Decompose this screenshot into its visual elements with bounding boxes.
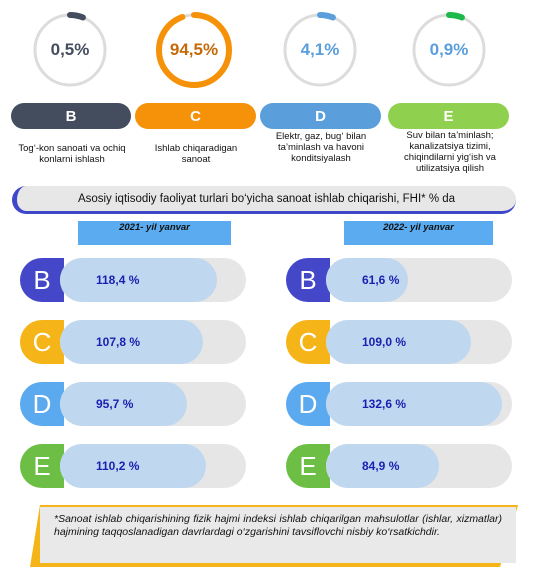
bar-category-label: B	[286, 258, 330, 302]
ring-c: 94,5%	[155, 11, 233, 89]
bar-track: 95,7 %	[60, 382, 246, 426]
bar-data-label: 107,8 %	[96, 335, 141, 349]
bar-row-e: E 110,2 %	[20, 444, 250, 488]
bar-row-e: E 84,9 %	[286, 444, 516, 488]
year-header-2022: 2022- yil yanvar	[344, 221, 493, 245]
bar-track: 132,6 %	[326, 382, 512, 426]
desc-b: Tog‘-kon sanoati va ochiq konlarni ishla…	[18, 143, 126, 165]
ring-e-value: 0,9%	[429, 40, 469, 59]
bar	[60, 258, 217, 302]
bar-category-label: D	[20, 382, 64, 426]
bar-category-label: E	[286, 444, 330, 488]
ring-e-gauge	[411, 12, 487, 88]
bar-data-label: 132,6 %	[362, 397, 407, 411]
bar-data-label: 61,6 %	[362, 273, 400, 287]
bar-data-label: 118,4 %	[96, 273, 140, 287]
bar-category-label: B	[20, 258, 64, 302]
ring-arc	[282, 12, 358, 88]
ring-e: 0,9%	[410, 11, 488, 89]
ring-arc	[156, 12, 232, 88]
pill-b: B	[11, 103, 131, 129]
section-banner: Asosiy iqtisodiy faoliyat turlari bo‘yic…	[12, 186, 516, 214]
ring-arc	[411, 12, 487, 88]
bar	[60, 444, 206, 488]
chart-2022: B 61,6 % C 109,0 % D 132,6 % E 84,9 %	[286, 258, 518, 498]
pill-e: E	[388, 103, 509, 129]
footnote: *Sanoat ishlab chiqarishining fizik hajm…	[40, 507, 516, 563]
bar-row-c: C 109,0 %	[286, 320, 516, 364]
desc-e: Suv bilan ta’minlash; kanalizatsiya tizi…	[404, 130, 496, 174]
bar-track: 110,2 %	[60, 444, 246, 488]
year-header-2021: 2021- yil yanvar	[78, 221, 231, 245]
bar	[326, 382, 502, 426]
bar-category-label: C	[20, 320, 64, 364]
ring-b: 0,5%	[31, 11, 109, 89]
ring-c-gauge	[156, 12, 232, 88]
ring-d-gauge	[282, 12, 358, 88]
ring-b-value: 0,5%	[50, 40, 90, 59]
ring-c-value: 94,5%	[169, 40, 219, 59]
ring-d-value: 4,1%	[300, 40, 340, 59]
bar-data-label: 84,9 %	[362, 459, 400, 473]
bar-row-d: D 95,7 %	[20, 382, 250, 426]
bar	[60, 382, 187, 426]
bar	[60, 320, 203, 364]
desc-d: Elektr, gaz, bug‘ bilan ta’minlash va ha…	[275, 131, 367, 164]
bar-data-label: 109,0 %	[362, 335, 407, 349]
desc-c: Ishlab chiqaradigan sanoat	[154, 143, 238, 165]
bar-category-label: E	[20, 444, 64, 488]
ring-d: 4,1%	[281, 11, 359, 89]
bar-track: 118,4 %	[60, 258, 246, 302]
bar-row-c: C 107,8 %	[20, 320, 250, 364]
pill-d: D	[260, 103, 381, 129]
chart-2021: B 118,4 % C 107,8 % D 95,7 % E 110,2 %	[20, 258, 248, 498]
bar-row-b: B 118,4 %	[20, 258, 250, 302]
bar	[326, 258, 408, 302]
bar-track: 61,6 %	[326, 258, 512, 302]
ring-b-gauge	[32, 12, 108, 88]
bar-category-label: C	[286, 320, 330, 364]
bar-data-label: 95,7 %	[96, 397, 134, 411]
pill-c: C	[135, 103, 256, 129]
ring-arc	[32, 12, 108, 88]
bar-track: 109,0 %	[326, 320, 512, 364]
bar	[326, 444, 439, 488]
bar	[326, 320, 471, 364]
bar-track: 107,8 %	[60, 320, 246, 364]
bar-row-d: D 132,6 %	[286, 382, 516, 426]
bar-category-label: D	[286, 382, 330, 426]
bar-row-b: B 61,6 %	[286, 258, 516, 302]
bar-track: 84,9 %	[326, 444, 512, 488]
bar-data-label: 110,2 %	[96, 459, 140, 473]
